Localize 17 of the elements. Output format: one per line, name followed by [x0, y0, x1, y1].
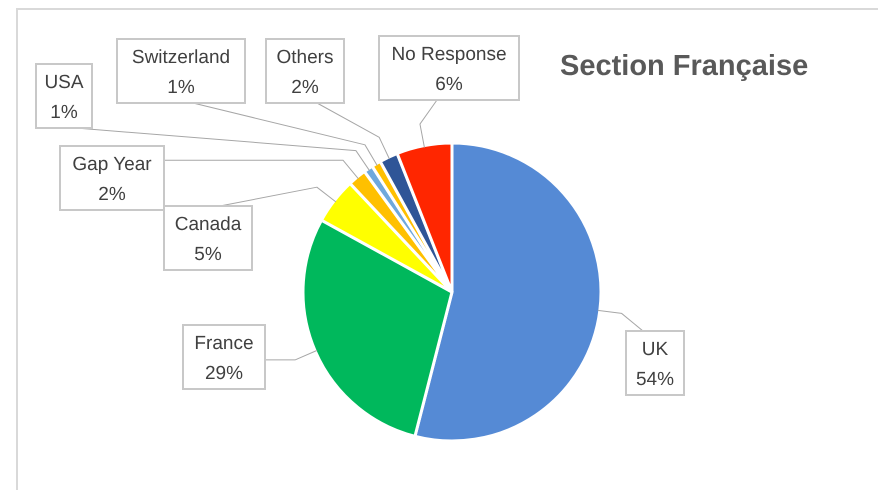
data-label: 29% — [204, 363, 244, 384]
slice-label: Canada — [174, 214, 242, 235]
data-label: 2% — [98, 184, 126, 205]
data-label: 5% — [194, 244, 222, 265]
slice-label: USA — [44, 72, 84, 93]
data-label: 2% — [291, 77, 319, 98]
slice-label: Switzerland — [132, 47, 230, 68]
chart-title: Section Française — [560, 50, 808, 83]
data-label: 6% — [435, 74, 463, 95]
data-label: 54% — [636, 369, 674, 390]
slice-label: UK — [642, 339, 669, 360]
slice-label: No Response — [391, 44, 507, 65]
slice-label: France — [194, 333, 254, 354]
data-label: 1% — [167, 77, 195, 98]
data-label: 1% — [50, 102, 78, 123]
slice-label: Gap Year — [72, 154, 152, 175]
slice-label: Others — [276, 47, 334, 68]
